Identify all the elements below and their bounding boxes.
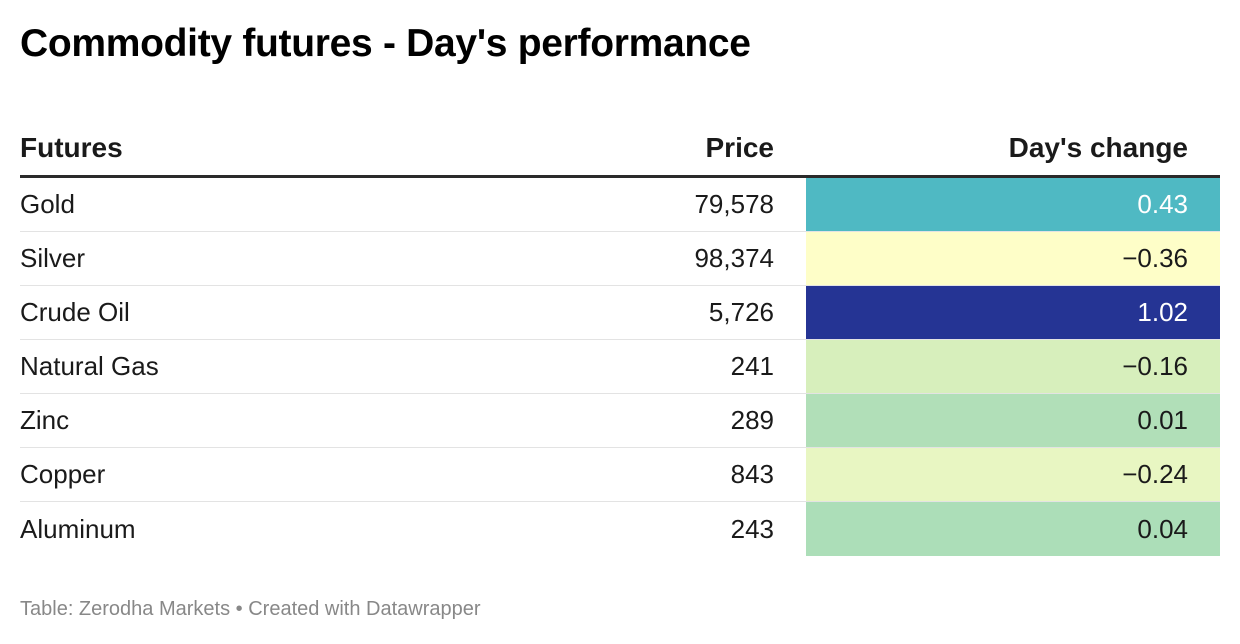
table-row: Copper 843 −0.24: [20, 448, 1220, 502]
chart-title: Commodity futures - Day's performance: [20, 22, 751, 65]
cell-days-change: −0.36: [806, 232, 1220, 285]
column-header-days-change[interactable]: Day's change: [1008, 131, 1188, 163]
table-body: Gold 79,578 0.43 Silver 98,374 −0.36 Crude Oil…: [20, 178, 1220, 556]
data-table: Futures Price Day's change Gold 79,578 0.4…: [20, 120, 1220, 556]
cell-futures: Copper: [20, 459, 106, 489]
cell-futures: Natural Gas: [20, 351, 159, 381]
cell-price: 79,578: [694, 189, 774, 219]
cell-futures: Zinc: [20, 405, 70, 435]
table-header-row: Futures Price Day's change: [20, 120, 1220, 178]
cell-days-change: 0.04: [806, 502, 1220, 556]
cell-price: 241: [730, 351, 774, 381]
table-row: Zinc 289 0.01: [20, 394, 1220, 448]
cell-days-change: −0.16: [806, 340, 1220, 393]
cell-futures: Crude Oil: [20, 297, 130, 327]
source-footer: Table: Zerodha Markets • Created with Da…: [20, 598, 481, 620]
table-row: Aluminum 243 0.04: [20, 502, 1220, 556]
cell-price: 289: [730, 405, 774, 435]
cell-price: 5,726: [708, 297, 774, 327]
table-row: Natural Gas 241 −0.16: [20, 340, 1220, 394]
cell-days-change: −0.24: [806, 448, 1220, 501]
cell-futures: Aluminum: [20, 513, 136, 544]
cell-futures: Silver: [20, 243, 86, 273]
column-header-price[interactable]: Price: [705, 131, 775, 163]
cell-price: 98,374: [694, 243, 774, 273]
cell-days-change: 0.01: [806, 394, 1220, 447]
cell-price: 243: [730, 513, 774, 544]
cell-price: 843: [730, 459, 774, 489]
table-row: Crude Oil 5,726 1.02: [20, 286, 1220, 340]
table-row: Silver 98,374 −0.36: [20, 232, 1220, 286]
cell-futures: Gold: [20, 189, 75, 219]
cell-days-change: 0.43: [806, 178, 1220, 231]
cell-days-change: 1.02: [806, 286, 1220, 339]
column-header-futures[interactable]: Futures: [20, 131, 123, 163]
table-row: Gold 79,578 0.43: [20, 178, 1220, 232]
